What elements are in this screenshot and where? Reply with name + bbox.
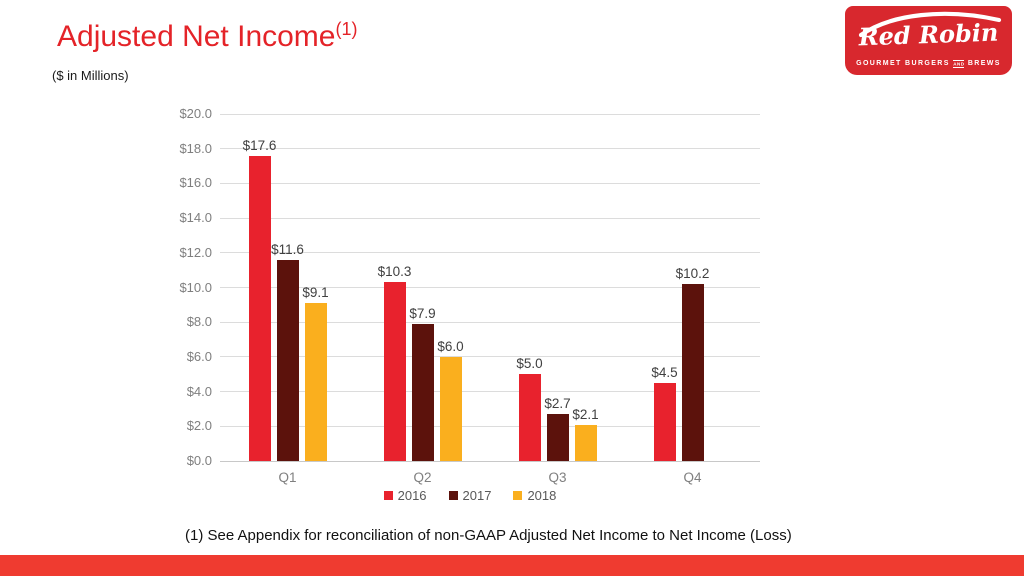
units-subtitle: ($ in Millions) (52, 68, 129, 83)
bar-2017-Q3 (546, 414, 569, 461)
data-label-2017-Q1: $11.6 (271, 241, 304, 257)
legend-marker-2016 (383, 491, 393, 500)
gridline-$10.0 (220, 287, 760, 288)
x-tick-label-Q3: Q3 (548, 470, 567, 485)
page-title: Adjusted Net Income(1) (57, 20, 357, 54)
data-label-2018-Q2: $6.0 (437, 338, 464, 354)
y-tick-label: $20.0 (179, 106, 212, 121)
red-robin-logo: Red Robin GOURMET BURGERS AND BREWS (845, 6, 1012, 75)
chart-legend: 2016 2017 2018 (200, 488, 740, 503)
logo-tagline-right: BREWS (967, 60, 1001, 67)
data-label-2016-Q2: $10.3 (377, 264, 412, 280)
gridline-$0.0 (220, 460, 760, 462)
bar-2016-Q1 (248, 155, 271, 461)
bar-2016-Q2 (383, 282, 406, 461)
y-tick-label: $6.0 (186, 348, 212, 364)
bar-2018-Q3 (574, 424, 597, 461)
gridline-$12.0 (220, 252, 760, 254)
data-label-2018-Q1: $9.1 (302, 285, 329, 301)
legend-marker-2017 (448, 491, 458, 500)
y-tick-label: $12.0 (179, 244, 212, 260)
data-label-2017-Q3: $2.7 (544, 396, 571, 412)
bar-2016-Q3 (518, 374, 541, 461)
data-label-2017-Q4: $10.2 (675, 266, 710, 282)
bar-chart: $0.0 $2.0 $4.0 $6.0 $8.0 $10.0 $12.0 $14.0 $16.0… (179, 106, 760, 503)
legend-item-2016: 2016 (383, 488, 427, 503)
footnote: (1) See Appendix for reconciliation of n… (185, 527, 792, 544)
data-label-2016-Q3: $5.0 (516, 356, 543, 372)
legend-item-2018: 2018 (513, 488, 556, 503)
bar-2017-Q4 (681, 284, 704, 461)
gridline-$6.0 (220, 356, 760, 358)
bar-2018-Q1 (304, 303, 327, 461)
y-tick-label: $2.0 (186, 418, 212, 434)
bar-2016-Q4 (653, 382, 676, 461)
data-label-2017-Q2: $7.9 (409, 305, 436, 321)
x-tick-label-Q4: Q4 (683, 470, 702, 485)
gridline-$2.0 (220, 425, 760, 427)
logo-tagline: GOURMET BURGERS AND BREWS (845, 59, 1012, 68)
x-tick-label-Q2: Q2 (413, 470, 432, 485)
page-title-superscript: (1) (335, 19, 358, 39)
gridline-$20.0 (220, 113, 760, 115)
page-title-text: Adjusted Net Income (57, 20, 336, 53)
bar-2017-Q1 (276, 259, 299, 461)
bar-2018-Q2 (439, 356, 462, 461)
x-tick-label-Q1: Q1 (278, 470, 297, 485)
y-tick-label: $8.0 (186, 314, 212, 330)
logo-brand-text: Red Robin (858, 17, 999, 52)
gridline-$16.0 (220, 182, 760, 184)
gridline-$14.0 (220, 217, 760, 219)
logo-tagline-and: AND (953, 59, 965, 68)
legend-item-2017: 2017 (448, 488, 492, 503)
logo-tagline-left: GOURMET BURGERS (856, 60, 950, 67)
data-label-2018-Q3: $2.1 (572, 406, 599, 422)
y-tick-label: $18.0 (179, 140, 212, 156)
legend-label-2016: 2016 (397, 488, 427, 503)
data-label-2016-Q4: $4.5 (651, 364, 678, 380)
legend-label-2018: 2018 (527, 488, 557, 503)
gridline-$8.0 (220, 321, 760, 323)
y-tick-label: $0.0 (186, 453, 212, 468)
y-tick-label: $4.0 (186, 383, 212, 399)
legend-label-2017: 2017 (462, 488, 492, 503)
bottom-accent-bar (0, 555, 1024, 576)
y-tick-label: $16.0 (179, 175, 212, 191)
bar-2017-Q2 (411, 323, 434, 461)
data-label-2016-Q1: $17.6 (242, 137, 277, 153)
swoosh-icon (858, 11, 1002, 38)
legend-marker-2018 (513, 491, 523, 500)
gridline-$4.0 (220, 391, 760, 393)
gridline-$18.0 (220, 148, 760, 150)
y-tick-label: $10.0 (179, 279, 212, 295)
y-tick-label: $14.0 (179, 210, 212, 226)
